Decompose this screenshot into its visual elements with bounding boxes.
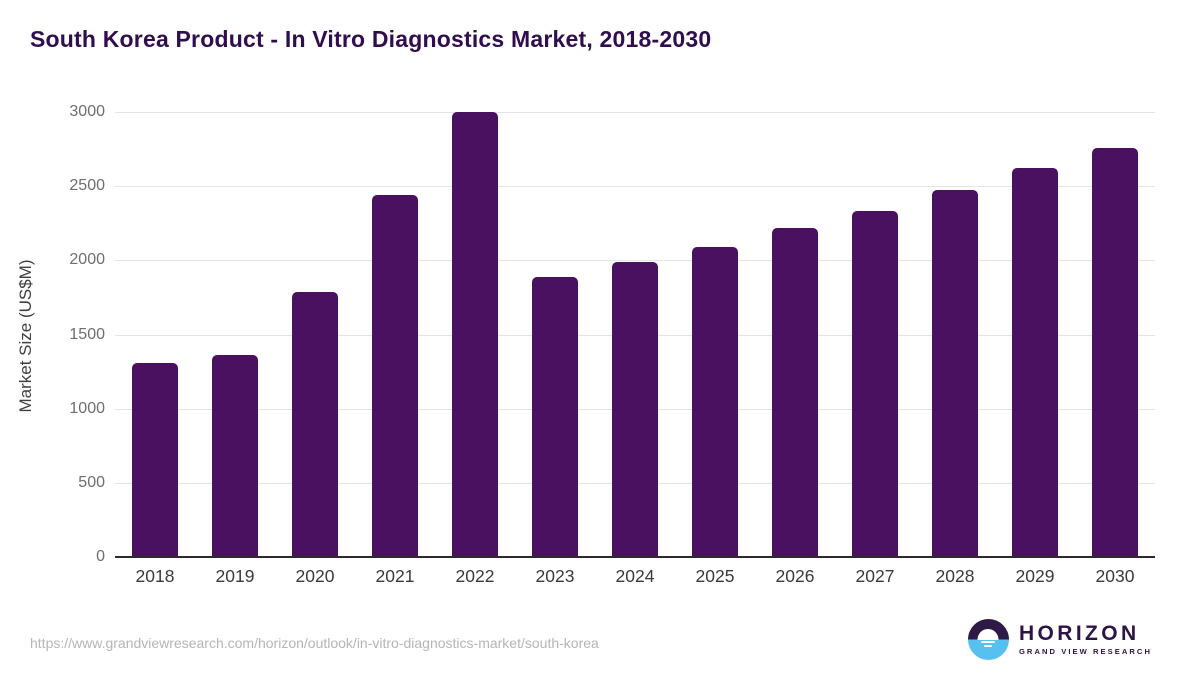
x-tick-label-2030: 2030 xyxy=(1095,566,1135,586)
bar-2023 xyxy=(532,276,578,557)
bar-2020 xyxy=(292,292,338,557)
x-tick-label-2028: 2028 xyxy=(935,566,975,586)
logo-name: HORIZON xyxy=(1018,621,1140,645)
bar-2024 xyxy=(612,261,658,557)
y-tick-label-0: 0 xyxy=(96,548,105,565)
x-tick-label-2027: 2027 xyxy=(855,566,895,586)
bar-2026 xyxy=(772,228,818,557)
gridline-2000 xyxy=(115,260,1155,262)
logo-subtitle: GRAND VIEW RESEARCH xyxy=(1018,647,1152,657)
x-tick-label-2024: 2024 xyxy=(615,566,655,586)
bar-slot-2022 xyxy=(435,112,515,557)
bar-slot-2026 xyxy=(755,112,835,557)
x-tick-label-2019: 2019 xyxy=(215,566,255,586)
chart-title: South Korea Product - In Vitro Diagnosti… xyxy=(30,26,712,52)
bar-slot-2029 xyxy=(995,112,1075,557)
x-tick-label-2020: 2020 xyxy=(295,566,335,586)
x-tick-label-2021: 2021 xyxy=(375,566,415,586)
bar-2029 xyxy=(1012,168,1058,557)
y-tick-label-500: 500 xyxy=(78,473,105,491)
x-tick-label-2022: 2022 xyxy=(455,566,495,586)
bar-2030 xyxy=(1092,147,1138,557)
horizon-sun-over-water-icon xyxy=(967,619,1009,660)
logo-text: HORIZON GRAND VIEW RESEARCH xyxy=(1018,621,1152,657)
x-axis-tick-labels: 2018 2019 2020 2021 2022 2023 2024 2025 2026 2027… xyxy=(115,566,1155,587)
gridline-3000 xyxy=(115,112,1155,113)
bar-2019 xyxy=(212,354,258,557)
bar-slot-2024 xyxy=(595,112,675,557)
y-tick-label-2500: 2500 xyxy=(69,177,105,195)
bar-slot-2021 xyxy=(355,112,435,557)
bar-2028 xyxy=(932,189,978,557)
water-ripple xyxy=(981,641,996,643)
bar-2027 xyxy=(852,210,898,557)
bar-2022 xyxy=(452,112,498,557)
bar-2021 xyxy=(372,195,418,557)
x-tick-label-2029: 2029 xyxy=(1015,566,1055,586)
bar-slot-2030 xyxy=(1075,112,1155,557)
y-axis-tick-labels: 0 500 1000 1500 2000 2500 3000 xyxy=(30,103,105,565)
bar-2025 xyxy=(692,246,738,557)
gridline-2500 xyxy=(115,186,1155,188)
y-tick-label-2000: 2000 xyxy=(69,251,105,269)
bar-slot-2023 xyxy=(515,112,595,557)
x-tick-label-2023: 2023 xyxy=(535,566,575,586)
bar-slot-2019 xyxy=(195,112,275,557)
water-ripple xyxy=(984,645,993,647)
bar-slot-2025 xyxy=(675,112,755,557)
y-tick-label-1500: 1500 xyxy=(69,325,105,343)
source-url: https://www.grandviewresearch.com/horizo… xyxy=(30,635,599,651)
bar-slot-2027 xyxy=(835,112,915,557)
y-tick-label-3000: 3000 xyxy=(69,103,105,120)
x-tick-label-2025: 2025 xyxy=(695,566,735,586)
bar-series xyxy=(115,112,1155,557)
plot-area xyxy=(115,112,1155,558)
x-tick-label-2026: 2026 xyxy=(775,566,815,586)
y-tick-label-1000: 1000 xyxy=(69,399,105,417)
bar-slot-2018 xyxy=(115,112,195,557)
x-axis-line xyxy=(115,556,1155,558)
bar-2018 xyxy=(132,363,178,557)
bar-slot-2020 xyxy=(275,112,355,557)
sun-shape xyxy=(977,629,999,640)
bar-slot-2028 xyxy=(915,112,995,557)
x-tick-label-2018: 2018 xyxy=(135,566,175,586)
horizon-logo: HORIZON GRAND VIEW RESEARCH xyxy=(967,619,1152,660)
